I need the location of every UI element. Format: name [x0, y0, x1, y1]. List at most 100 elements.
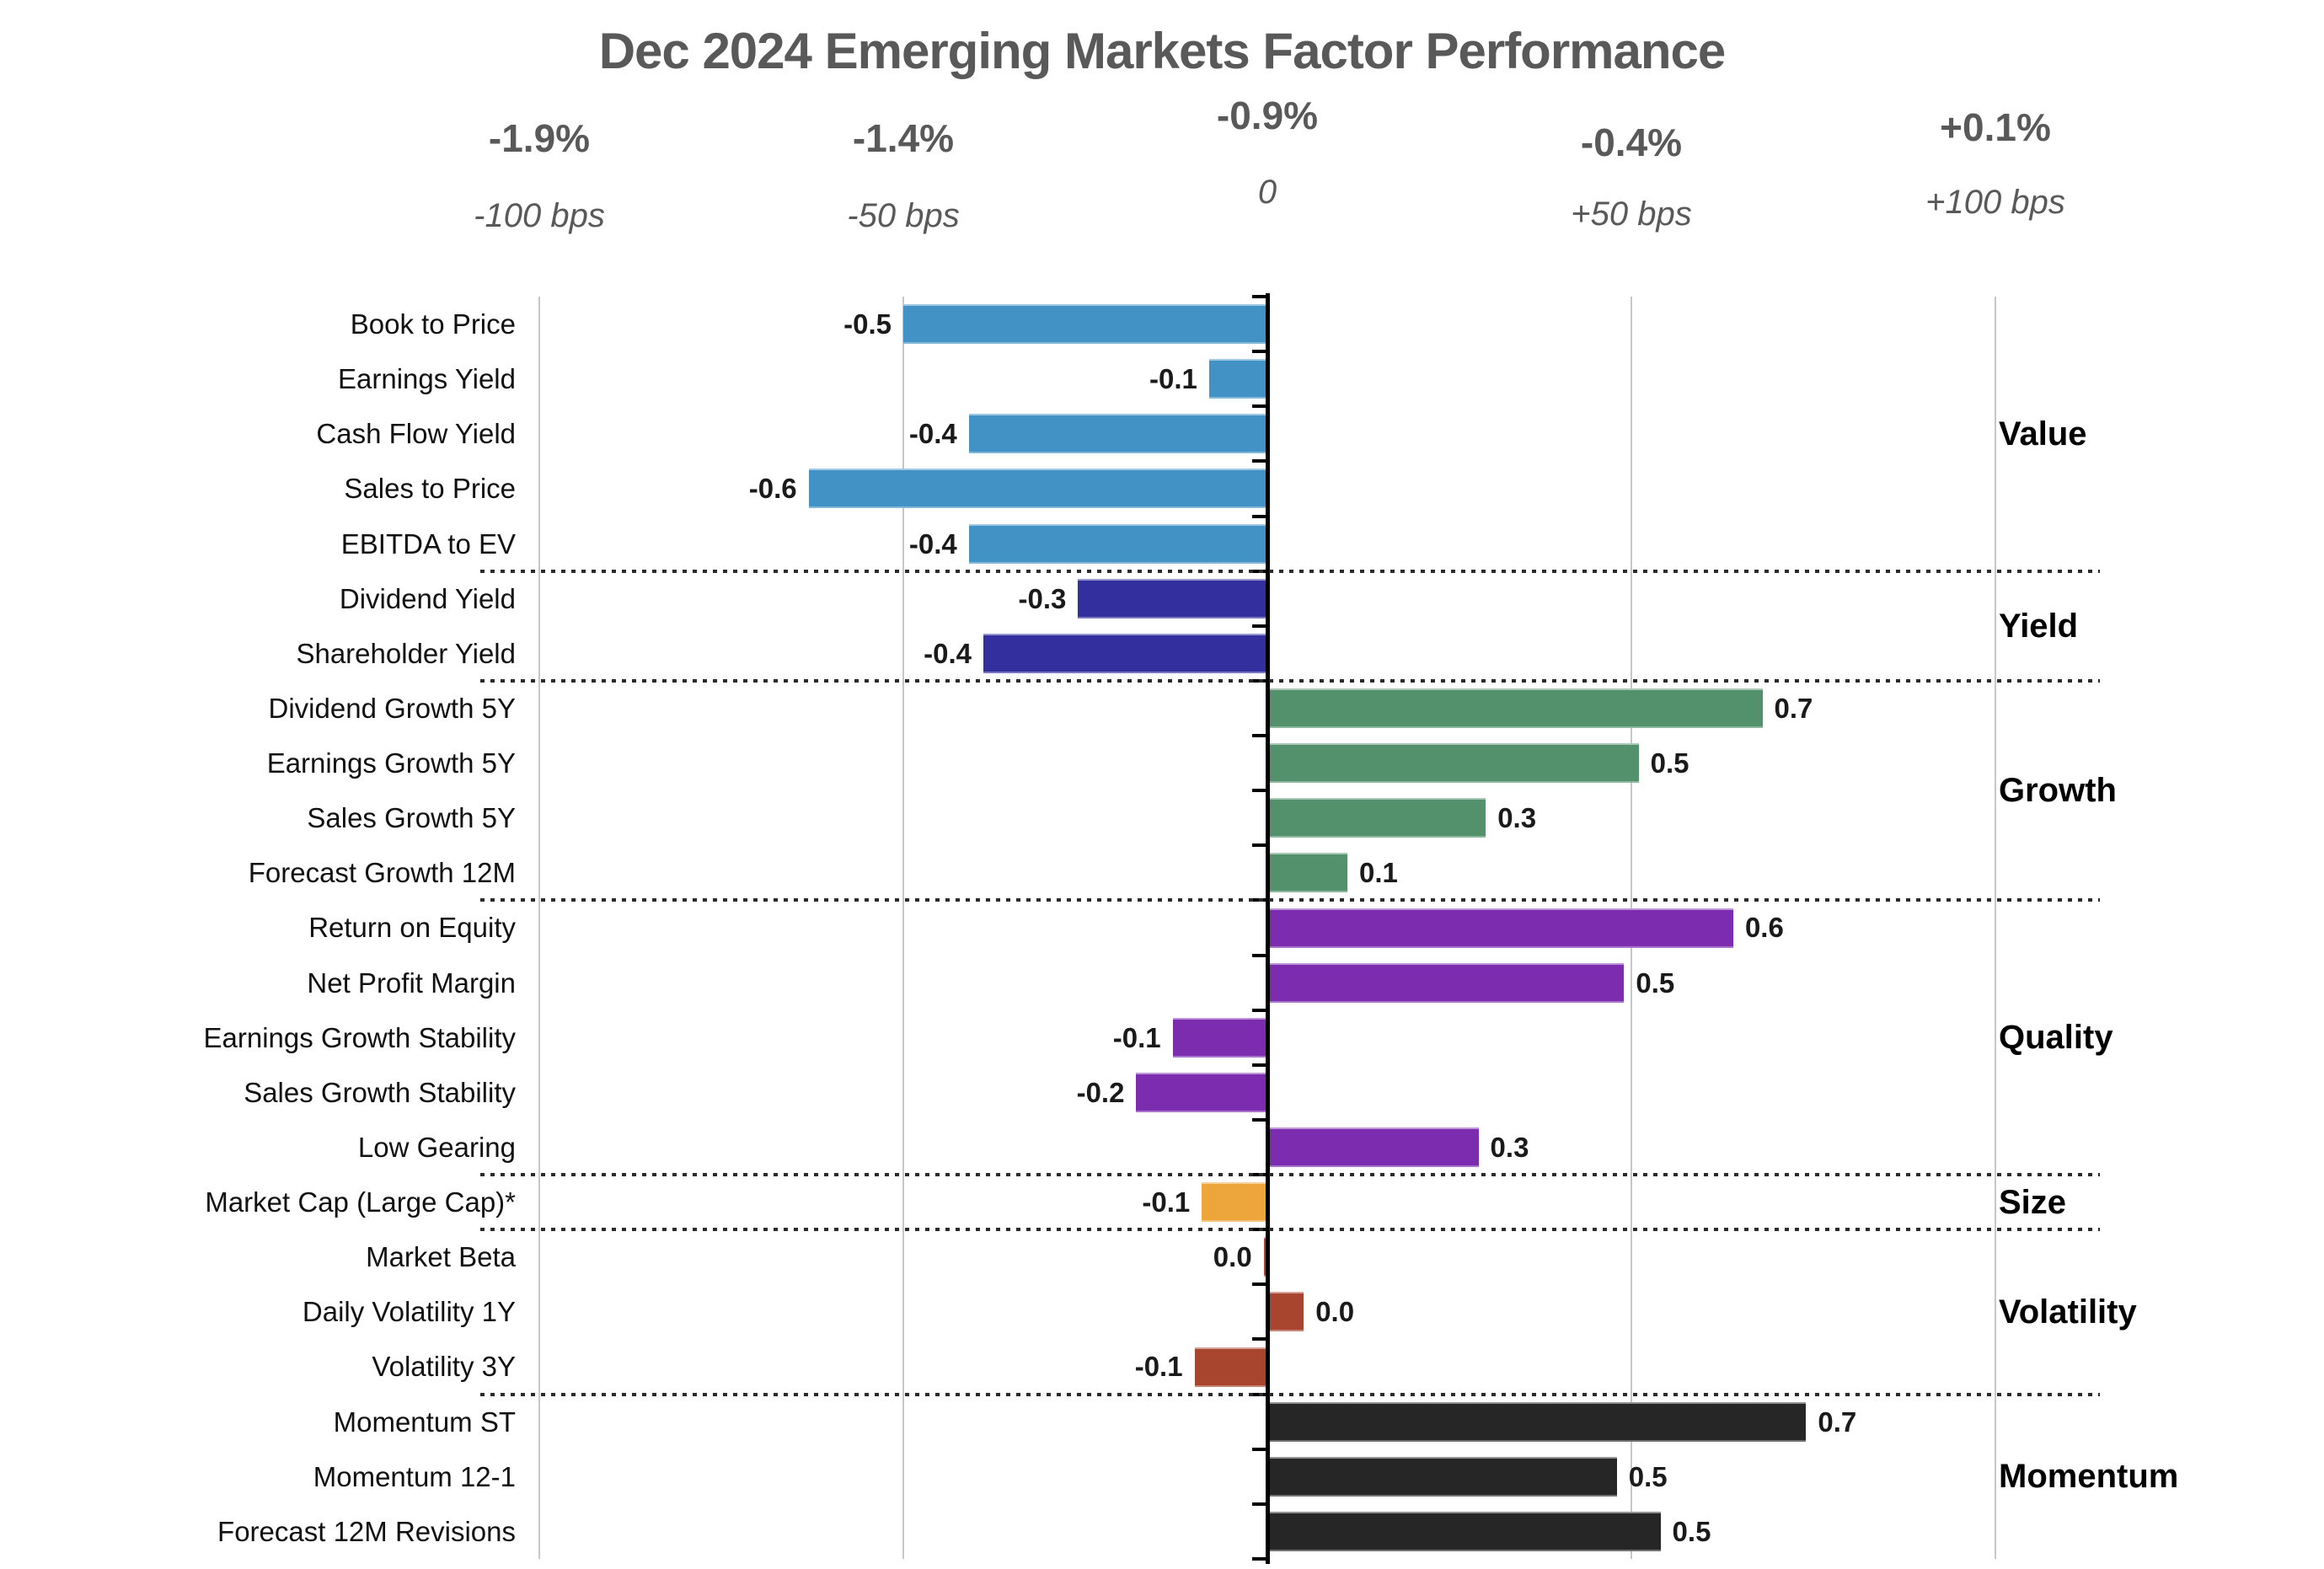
- group-label-quality: Quality: [1999, 1019, 2113, 1057]
- axis-tick-label-pct: -1.4%: [852, 116, 955, 160]
- category-label: Forecast Growth 12M: [248, 857, 516, 889]
- value-label: -0.1: [1142, 1186, 1191, 1218]
- axis-tick-label-pct: +0.1%: [1940, 105, 2051, 149]
- value-label: -0.1: [1112, 1021, 1161, 1053]
- group-separator: [480, 1392, 2100, 1396]
- zero-axis: [1266, 293, 1270, 1564]
- group-separator: [480, 1173, 2100, 1177]
- category-label: Book to Price: [350, 308, 516, 340]
- bar-return-on-equity: [1267, 908, 1733, 948]
- group-separator: [480, 1228, 2100, 1232]
- value-label: -0.6: [748, 473, 797, 505]
- value-label: 0.7: [1774, 692, 1813, 724]
- value-label: -0.4: [908, 418, 957, 450]
- category-label: Return on Equity: [308, 912, 516, 944]
- bar-net-profit-margin: [1267, 962, 1625, 1003]
- bar-shareholder-yield: [983, 633, 1267, 673]
- axis-tick-label-pct: -0.4%: [1580, 120, 1683, 164]
- category-label: EBITDA to EV: [340, 527, 516, 560]
- group-separator: [480, 678, 2100, 683]
- value-label: 0.3: [1490, 1131, 1529, 1163]
- category-label: Sales Growth 5Y: [307, 802, 516, 834]
- bar-forecast-12m-revisions: [1267, 1511, 1661, 1551]
- axis-tick: [1252, 1557, 1267, 1561]
- axis-tick: [1252, 843, 1267, 848]
- value-label: -0.4: [908, 527, 957, 560]
- axis-tick-label-bps: 0: [1257, 174, 1277, 211]
- gridline: [902, 297, 904, 1559]
- axis-tick: [1252, 789, 1267, 793]
- category-label: Sales to Price: [344, 473, 516, 505]
- value-label: -0.1: [1149, 363, 1197, 395]
- category-label: Market Beta: [366, 1241, 516, 1273]
- bar-ebitda-to-ev: [968, 523, 1267, 564]
- category-label: Dividend Yield: [339, 582, 516, 614]
- bar-daily-volatility-1y: [1267, 1292, 1304, 1332]
- axis-tick: [1252, 1117, 1267, 1122]
- bar-dividend-yield: [1078, 578, 1267, 618]
- category-label: Earnings Yield: [338, 363, 516, 395]
- value-label: 0.7: [1818, 1406, 1857, 1438]
- axis-tick: [1252, 734, 1267, 738]
- axis-tick-label-pct: -0.9%: [1216, 94, 1319, 137]
- category-label: Earnings Growth Stability: [203, 1021, 517, 1053]
- axis-tick: [1252, 624, 1267, 628]
- chart-title: Dec 2024 Emerging Markets Factor Perform…: [598, 23, 1727, 79]
- bar-market-cap-large-cap: [1202, 1182, 1267, 1223]
- value-label: 0.5: [1628, 1460, 1668, 1492]
- axis-tick: [1252, 1283, 1267, 1287]
- group-label-value: Value: [1999, 415, 2087, 452]
- axis-tick-label-bps: -100 bps: [474, 197, 605, 234]
- value-label: -0.5: [843, 308, 892, 340]
- axis-tick: [1252, 953, 1267, 957]
- gridline: [538, 297, 540, 1559]
- axis-tick-label-bps: +50 bps: [1571, 195, 1692, 233]
- bar-earnings-growth-5y: [1267, 743, 1639, 784]
- value-label: -0.1: [1134, 1351, 1183, 1383]
- axis-tick: [1252, 459, 1267, 463]
- value-label: -0.2: [1076, 1076, 1125, 1108]
- value-label: 0.5: [1672, 1515, 1711, 1547]
- category-label: Momentum 12-1: [313, 1460, 516, 1492]
- axis-tick-label-bps: +100 bps: [1925, 184, 2065, 221]
- category-label: Sales Growth Stability: [244, 1076, 516, 1108]
- bar-market-beta: [1263, 1237, 1267, 1277]
- group-separator: [480, 569, 2100, 573]
- value-label: -0.3: [1018, 582, 1067, 614]
- bar-earnings-growth-stability: [1172, 1017, 1267, 1058]
- bar-momentum-st: [1267, 1401, 1807, 1442]
- group-label-yield: Yield: [1999, 607, 2079, 645]
- bar-forecast-growth-12m: [1267, 853, 1348, 893]
- value-label: -0.4: [924, 637, 972, 669]
- value-label: 0.6: [1744, 912, 1784, 944]
- bar-sales-growth-5y: [1267, 798, 1486, 838]
- axis-tick: [1252, 514, 1267, 518]
- bar-momentum-12-1: [1267, 1456, 1617, 1497]
- category-label: Daily Volatility 1Y: [302, 1296, 516, 1328]
- value-label: 0.3: [1497, 802, 1537, 834]
- gridline: [1995, 297, 1996, 1559]
- group-separator: [480, 898, 2100, 902]
- bar-volatility-3y: [1194, 1347, 1267, 1387]
- value-label: 0.0: [1213, 1241, 1252, 1273]
- category-label: Shareholder Yield: [296, 637, 516, 669]
- value-label: 0.5: [1636, 967, 1675, 999]
- axis-tick: [1252, 1008, 1267, 1012]
- bar-cash-flow-yield: [968, 414, 1267, 454]
- axis-tick-label-pct: -1.9%: [488, 116, 591, 160]
- value-label: 0.0: [1315, 1296, 1355, 1328]
- category-label: Forecast 12M Revisions: [217, 1515, 516, 1547]
- axis-tick: [1252, 1337, 1267, 1341]
- category-label: Momentum ST: [333, 1406, 516, 1438]
- bar-earnings-yield: [1208, 359, 1267, 399]
- bar-low-gearing: [1267, 1127, 1479, 1168]
- category-label: Market Cap (Large Cap)*: [205, 1186, 516, 1218]
- value-label: 0.1: [1359, 857, 1398, 889]
- axis-tick: [1252, 295, 1267, 298]
- group-label-momentum: Momentum: [1999, 1458, 2179, 1496]
- bar-sales-to-price: [808, 469, 1267, 509]
- axis-tick: [1252, 1502, 1267, 1506]
- group-label-growth: Growth: [1999, 772, 2117, 810]
- axis-tick: [1252, 1063, 1267, 1067]
